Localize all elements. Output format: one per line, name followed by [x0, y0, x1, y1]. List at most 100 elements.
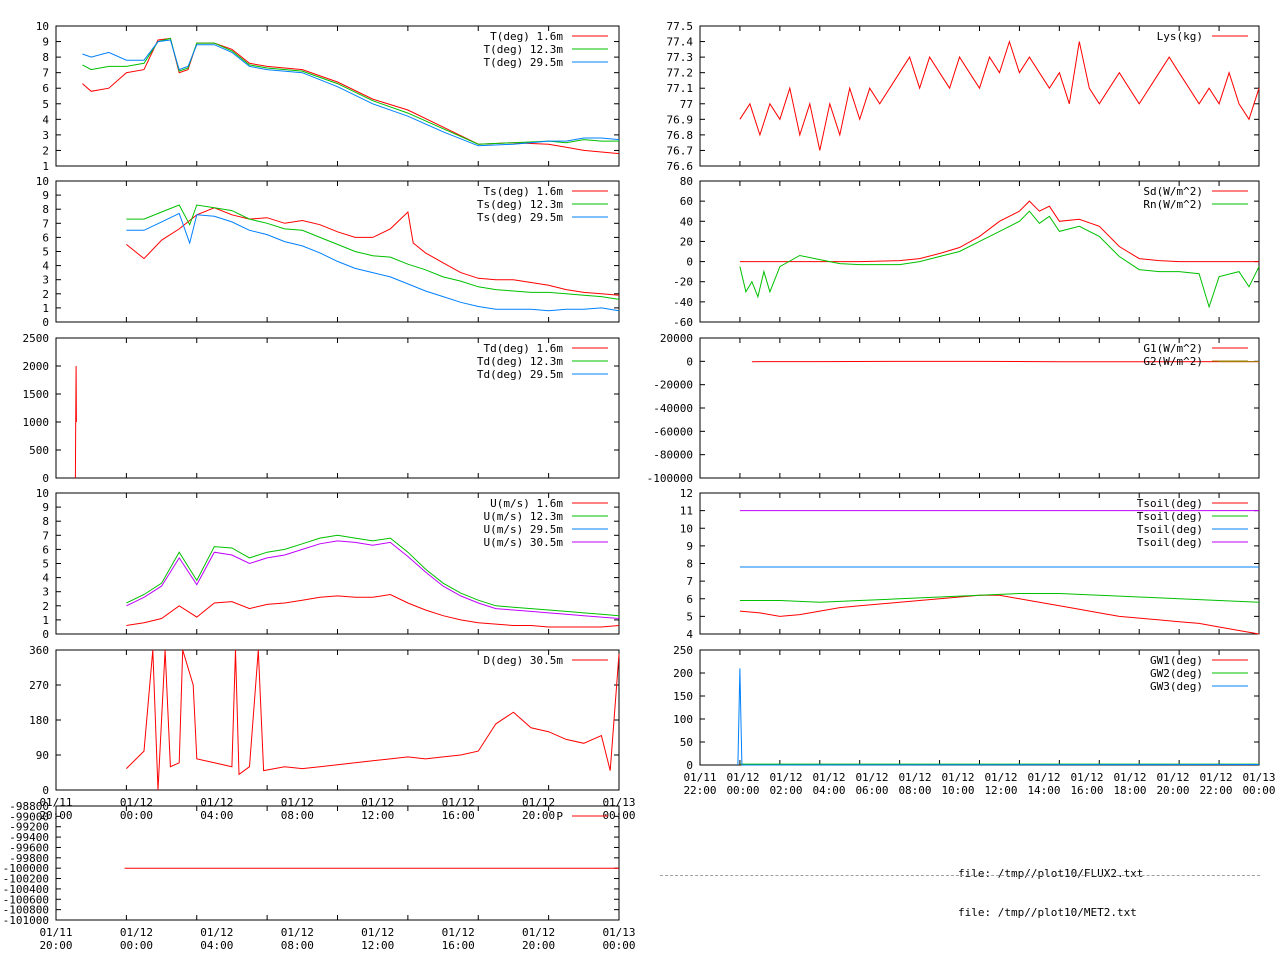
- x-tick-label: 04:00: [200, 809, 233, 822]
- legend-label: Tsoil(deg): [1137, 536, 1203, 549]
- y-tick-label: 10: [680, 522, 693, 535]
- x-tick-label: 01/12: [200, 796, 233, 809]
- legend-label: Sd(W/m^2): [1143, 185, 1203, 198]
- y-tick-label: 5: [686, 610, 693, 623]
- y-tick-label: 100: [673, 713, 693, 726]
- panel-8: -100000 -80000 -60000 -40000 -20000 0 20000 G1(…: [647, 332, 1260, 485]
- y-tick-label: 2: [42, 600, 49, 613]
- y-tick-label: 20000: [660, 332, 693, 345]
- series-line: [126, 212, 620, 312]
- y-tick-label: -99600: [9, 841, 49, 854]
- x-tick-label: 00:00: [602, 939, 635, 952]
- y-tick-label: 20: [680, 235, 693, 248]
- x-tick-label: 01/12: [281, 926, 314, 939]
- y-tick-label: -101000: [3, 914, 49, 927]
- y-tick-label: 360: [29, 644, 49, 657]
- plot-frame: [55, 649, 620, 791]
- legend-label: Lys(kg): [1157, 30, 1203, 43]
- y-tick-label: -60: [673, 316, 693, 329]
- y-tick-label: -20: [673, 276, 693, 289]
- x-tick-label: 06:00: [855, 784, 888, 797]
- y-tick-label: 6: [42, 82, 49, 95]
- x-tick-label: 00:00: [1242, 784, 1275, 797]
- y-tick-label: 2: [42, 288, 49, 301]
- x-tick-label: 20:00: [522, 809, 555, 822]
- x-tick-label: 02:00: [769, 784, 802, 797]
- y-tick-label: 200: [673, 667, 693, 680]
- legend-label: Td(deg) 29.5m: [477, 368, 563, 381]
- x-tick-label: 01/12: [855, 771, 888, 784]
- y-tick-label: 90: [36, 749, 49, 762]
- series-line: [126, 540, 620, 619]
- y-tick-label: 8: [42, 515, 49, 528]
- x-tick-label: 01/12: [120, 796, 153, 809]
- series-line: [739, 210, 1260, 309]
- x-tick-label: 01/12: [1156, 771, 1189, 784]
- y-tick-label: -98800: [9, 800, 49, 813]
- y-tick-label: 5: [42, 98, 49, 111]
- y-tick-label: 500: [29, 444, 49, 457]
- y-tick-label: 77.5: [667, 20, 694, 33]
- legend-label: G1(W/m^2): [1143, 342, 1203, 355]
- y-tick-label: -100400: [3, 883, 49, 896]
- legend-label: Ts(deg) 29.5m: [477, 211, 563, 224]
- y-tick-label: 2000: [23, 360, 50, 373]
- x-tick-label: 00:00: [726, 784, 759, 797]
- legend-label: U(m/s) 1.6m: [490, 497, 563, 510]
- panel-0: 1 2 3 4 5 6 7 8 9 10 T(deg) 1.6mT(deg) 12.3mT(deg)…: [36, 20, 620, 173]
- series-line: [82, 37, 620, 155]
- y-tick-label: -99800: [9, 852, 49, 865]
- series-line: [739, 200, 1259, 263]
- y-tick-label: 4: [42, 260, 49, 273]
- x-tick-label: 01/12: [120, 926, 153, 939]
- legend-label: Tsoil(deg): [1137, 510, 1203, 523]
- y-tick-label: 180: [29, 714, 49, 727]
- x-tick-label: 16:00: [1070, 784, 1103, 797]
- y-tick-label: 3: [42, 586, 49, 599]
- y-tick-label: 76.9: [667, 113, 694, 126]
- y-tick-label: 0: [42, 472, 49, 485]
- x-tick-label: 00:00: [120, 939, 153, 952]
- y-tick-label: 6: [686, 593, 693, 606]
- x-tick-label: 22:00: [683, 784, 716, 797]
- y-tick-label: -100000: [647, 472, 693, 485]
- y-tick-label: -100800: [3, 904, 49, 917]
- legend-label: P: [556, 810, 563, 823]
- legend-label: U(m/s) 12.3m: [484, 510, 564, 523]
- y-tick-label: 76.7: [667, 144, 694, 157]
- y-tick-label: 10: [36, 20, 49, 33]
- y-tick-label: 77.3: [667, 51, 694, 64]
- y-tick-label: 77.2: [667, 67, 694, 80]
- legend-label: Rn(W/m^2): [1143, 198, 1203, 211]
- x-tick-label: 12:00: [361, 809, 394, 822]
- y-tick-label: 0: [42, 316, 49, 329]
- series-line: [739, 593, 1260, 603]
- x-tick-label: 01/12: [522, 796, 555, 809]
- y-tick-label: 1: [42, 614, 49, 627]
- y-tick-label: 77.4: [667, 36, 694, 49]
- x-tick-label: 01/12: [726, 771, 759, 784]
- y-tick-label: 7: [42, 529, 49, 542]
- y-tick-label: -40: [673, 296, 693, 309]
- divider-line: [660, 875, 1260, 876]
- y-tick-label: 8: [42, 203, 49, 216]
- x-tick-label: 01/11: [39, 926, 72, 939]
- y-tick-label: 4: [42, 113, 49, 126]
- y-tick-label: 0: [686, 355, 693, 368]
- x-tick-label: 01/12: [1199, 771, 1232, 784]
- x-tick-label: 08:00: [281, 939, 314, 952]
- panel-9: 456789101112Tsoil(deg)Tsoil(deg)Tsoil(de…: [680, 487, 1260, 641]
- series-line: [82, 39, 620, 147]
- y-tick-label: 10: [36, 487, 49, 500]
- series-line: [126, 207, 620, 296]
- panel-4: 09018027036001/1120:0001/1200:0001/1204:…: [29, 644, 635, 822]
- x-tick-label: 01/12: [769, 771, 802, 784]
- x-tick-label: 01/13: [1242, 771, 1275, 784]
- plot-frame: [699, 25, 1260, 167]
- x-tick-label: 22:00: [1199, 784, 1232, 797]
- panel-7: -60 -40 -20 0 20 40 60 80 Sd(W/m^2)Rn(W/m^2): [673, 175, 1260, 329]
- x-tick-label: 20:00: [1156, 784, 1189, 797]
- legend-label: Td(deg) 1.6m: [484, 342, 564, 355]
- x-tick-label: 08:00: [898, 784, 931, 797]
